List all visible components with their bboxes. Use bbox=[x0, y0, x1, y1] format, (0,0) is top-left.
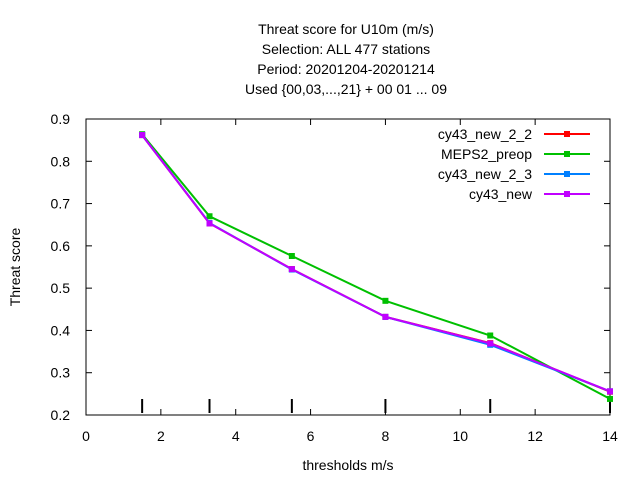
y-tick-label: 0.6 bbox=[51, 238, 71, 254]
data-point bbox=[487, 340, 494, 347]
data-point bbox=[206, 220, 213, 227]
threshold-marks bbox=[141, 399, 611, 413]
y-axis: 0.2 0.3 0.4 0.5 0.6 0.7 0.8 0.9 bbox=[51, 111, 610, 423]
series-line bbox=[141, 133, 611, 400]
data-point bbox=[607, 388, 613, 395]
legend-label: cy43_new bbox=[469, 186, 533, 202]
data-point bbox=[288, 253, 295, 260]
plot-area-border bbox=[85, 118, 611, 416]
title-line-1: Threat score for U10m (m/s) bbox=[258, 21, 434, 37]
series-cy43_new_2_2 bbox=[139, 132, 613, 395]
data-point bbox=[382, 297, 389, 304]
y-tick-label: 0.7 bbox=[51, 196, 71, 212]
series-line bbox=[141, 134, 611, 393]
x-tick-label: 12 bbox=[527, 428, 543, 444]
series-line bbox=[141, 134, 611, 393]
legend-swatch-marker bbox=[564, 171, 570, 177]
y-tick-label: 0.4 bbox=[51, 322, 71, 338]
data-point bbox=[139, 132, 146, 139]
data-point bbox=[607, 395, 613, 402]
y-tick-label: 0.3 bbox=[51, 365, 71, 381]
x-tick-label: 2 bbox=[157, 428, 165, 444]
series-layer bbox=[139, 131, 613, 402]
y-tick-label: 0.5 bbox=[51, 280, 71, 296]
y-axis-label: Threat score bbox=[7, 227, 23, 306]
x-tick-label: 0 bbox=[82, 428, 90, 444]
data-point bbox=[288, 266, 295, 273]
x-tick-label: 6 bbox=[307, 428, 315, 444]
legend: cy43_new_2_2 MEPS2_preop cy43_new_2_3 cy43_… bbox=[438, 126, 590, 202]
series-MEPS2_preop bbox=[139, 131, 613, 402]
data-point bbox=[487, 332, 494, 339]
y-tick-label: 0.9 bbox=[51, 111, 71, 127]
data-point bbox=[382, 313, 389, 320]
legend-label: cy43_new_2_3 bbox=[438, 166, 532, 182]
y-tick-label: 0.2 bbox=[51, 407, 71, 423]
legend-swatch-marker bbox=[564, 191, 570, 197]
series-cy43_new_2_3 bbox=[139, 132, 613, 395]
x-tick-label: 4 bbox=[232, 428, 240, 444]
x-tick-label: 8 bbox=[382, 428, 390, 444]
y-tick-label: 0.8 bbox=[51, 153, 71, 169]
legend-label: cy43_new_2_2 bbox=[438, 126, 532, 142]
series-line bbox=[141, 134, 611, 393]
legend-swatch-marker bbox=[564, 151, 570, 157]
x-axis-label: thresholds m/s bbox=[302, 457, 393, 473]
title-line-2: Selection: ALL 477 stations bbox=[262, 41, 430, 57]
x-tick-label: 14 bbox=[602, 428, 618, 444]
data-point bbox=[206, 213, 213, 220]
series-cy43_new bbox=[139, 132, 613, 395]
x-axis: 0 2 4 6 8 10 12 14 bbox=[82, 119, 618, 444]
x-tick-label: 10 bbox=[452, 428, 468, 444]
legend-label: MEPS2_preop bbox=[441, 146, 532, 162]
legend-swatch-marker bbox=[564, 131, 570, 137]
title-line-4: Used {00,03,...,21} + 00 01 ... 09 bbox=[245, 81, 447, 97]
title-line-3: Period: 20201204-20201214 bbox=[257, 61, 435, 77]
chart-title: Threat score for U10m (m/s) Selection: A… bbox=[245, 21, 447, 97]
